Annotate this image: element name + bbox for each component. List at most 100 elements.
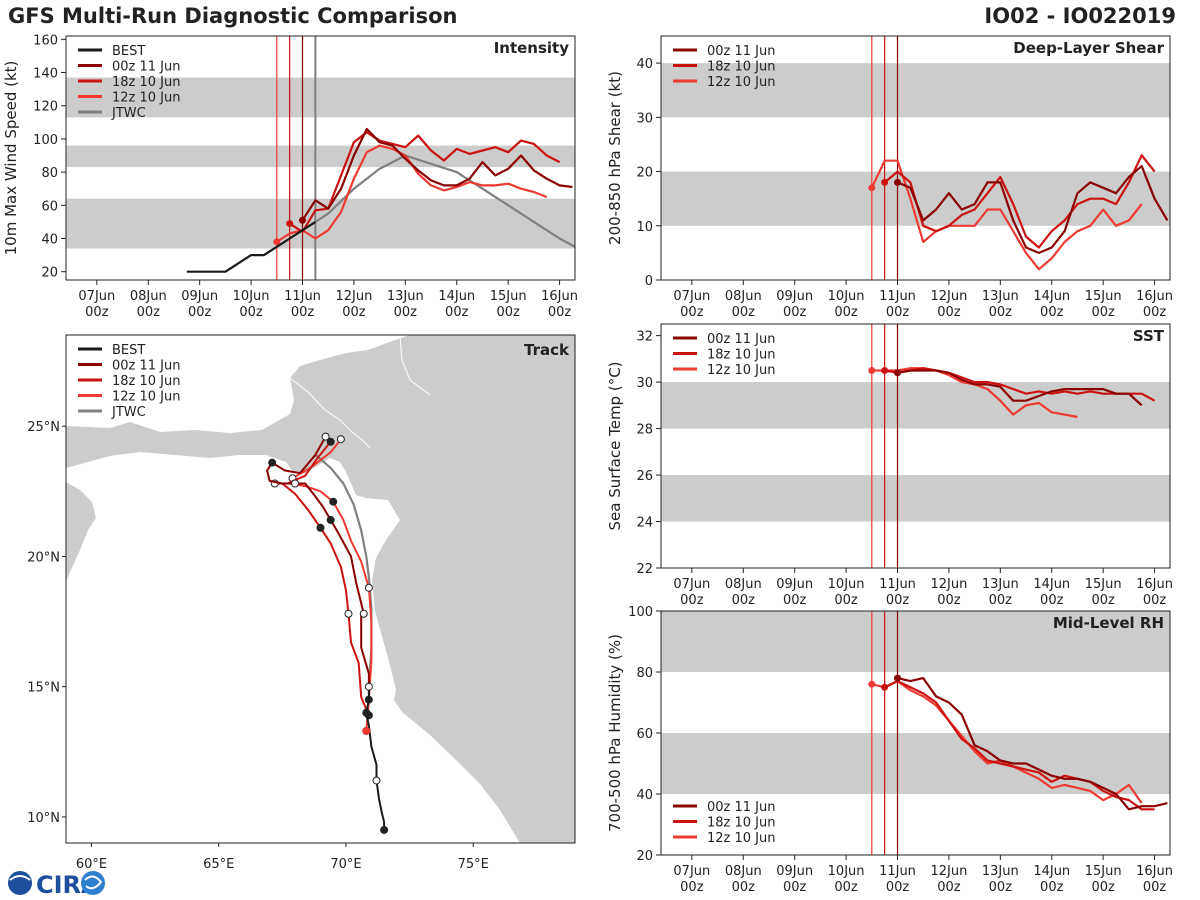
rh-x-ticks: 07Jun00z08Jun00z09Jun00z10Jun00z11Jun00z…: [673, 855, 1173, 895]
rh-xtick-hour: 00z: [886, 880, 910, 895]
track-lines: [266, 432, 389, 834]
track-legend-label: BEST: [112, 343, 145, 358]
rh-xtick-hour: 00z: [680, 880, 704, 895]
shear-xtick-day: 14Jun: [1033, 289, 1070, 304]
land-africa-horn: [66, 482, 96, 582]
shear-ytick-label: 30: [636, 111, 653, 126]
shear-series-line: [870, 159, 1143, 271]
shear-ytick-label: 20: [636, 166, 653, 181]
intensity-xtick-hour: 00z: [394, 305, 418, 320]
rh-xtick-day: 11Jun: [879, 864, 916, 879]
sst-title: SST: [1133, 327, 1165, 345]
sst-ytick-label: 24: [636, 516, 653, 531]
intensity-xtick-hour: 00z: [342, 305, 366, 320]
shear-band: [661, 63, 1170, 118]
shear-series-line: [883, 154, 1156, 249]
shear-xtick-hour: 00z: [732, 305, 756, 320]
intensity-series-line: [186, 220, 316, 273]
sst-xtick-hour: 00z: [989, 593, 1013, 608]
intensity-series-start-point: [273, 238, 281, 246]
intensity-xtick-hour: 00z: [445, 305, 469, 320]
intensity-xtick-day: 12Jun: [335, 289, 372, 304]
sst-xtick-hour: 00z: [680, 593, 704, 608]
track-line: [365, 686, 386, 830]
rh-ytick-label: 100: [628, 605, 653, 620]
track-xtick-label: 70°E: [330, 857, 361, 872]
shear-series-start-point: [881, 178, 889, 186]
land-kathiawar: [300, 488, 346, 536]
sst-x-ticks: 07Jun00z08Jun00z09Jun00z10Jun00z11Jun00z…: [673, 568, 1173, 608]
sst-xtick-hour: 00z: [1091, 593, 1115, 608]
rh-legend-label: 18z 10 Jun: [707, 816, 776, 831]
shear-xtick-day: 15Jun: [1085, 289, 1122, 304]
track-xtick-label: 60°E: [76, 857, 107, 872]
intensity-legend-label: BEST: [112, 44, 145, 59]
rh-legend-label: 12z 10 Jun: [707, 831, 776, 846]
sst-y-ticks: 22 24 26 28 30 32: [636, 330, 661, 577]
rh-ylabel: 700-500 hPa Humidity (%): [606, 634, 624, 832]
track-y-ticks: 10°N 15°N 20°N 25°N: [27, 420, 66, 826]
rh-series-start-point: [868, 680, 876, 688]
shear-xtick-day: 07Jun: [673, 289, 710, 304]
track-legend-label: 18z 10 Jun: [112, 374, 181, 389]
track-point: [364, 583, 373, 592]
intensity-legend-label: JTWC: [111, 106, 146, 121]
intensity-ytick-label: 60: [41, 199, 58, 214]
track-xtick-label: 75°E: [458, 857, 489, 872]
intensity-band: [66, 145, 575, 168]
intensity-xtick-hour: 00z: [137, 305, 161, 320]
shear-title: Deep-Layer Shear: [1013, 39, 1164, 57]
track-ytick-label: 15°N: [27, 681, 60, 696]
rh-xtick-hour: 00z: [937, 880, 961, 895]
track-ytick-label: 10°N: [27, 811, 60, 826]
rh-series: [868, 674, 1168, 811]
track-point: [344, 609, 353, 618]
track-point: [291, 479, 300, 488]
intensity-legend-label: 18z 10 Jun: [112, 75, 181, 90]
intensity-y-ticks: 20 40 60 80 100 120 140 160: [33, 33, 66, 281]
intensity-x-ticks: 07Jun00z08Jun00z09Jun00z10Jun00z11Jun00z…: [78, 280, 578, 320]
shear-y-ticks: 0 10 20 30 40: [636, 57, 661, 289]
intensity-legend-label: 12z 10 Jun: [112, 91, 181, 106]
sst-init-lines: [871, 324, 899, 568]
shear-xtick-day: 11Jun: [879, 289, 916, 304]
intensity-ytick-label: 100: [33, 133, 58, 148]
sst-series-line: [897, 369, 1143, 407]
rh-title: Mid-Level RH: [1053, 614, 1164, 632]
track-ytick-label: 20°N: [27, 550, 60, 565]
sst-series-start-point: [868, 366, 876, 374]
shear-xtick-day: 12Jun: [930, 289, 967, 304]
shear-xtick-hour: 00z: [937, 305, 961, 320]
cira-logo: CIRA: [8, 871, 105, 899]
intensity-ytick-label: 160: [33, 33, 58, 48]
cira-globe-icon: [8, 871, 32, 895]
figure-title: GFS Multi-Run Diagnostic Comparison: [8, 4, 458, 28]
shear-series-line: [897, 165, 1169, 254]
intensity-xtick-hour: 00z: [85, 305, 109, 320]
land-sri-lanka: [545, 800, 575, 843]
intensity-ytick-label: 140: [33, 67, 58, 82]
sst-series: [868, 366, 1156, 419]
sst-xtick-day: 15Jun: [1085, 577, 1122, 592]
shear-xtick-day: 13Jun: [982, 289, 1019, 304]
sst-series-start-point: [881, 366, 889, 374]
track-point: [364, 682, 373, 691]
rh-xtick-day: 07Jun: [673, 864, 710, 879]
rh-series-line: [884, 679, 1155, 811]
intensity-band: [66, 198, 575, 249]
shear-series-start-point: [868, 184, 876, 192]
track-point: [359, 609, 368, 618]
track-point: [326, 515, 335, 524]
shear-x-ticks: 07Jun00z08Jun00z09Jun00z10Jun00z11Jun00z…: [673, 280, 1173, 320]
track-point: [321, 432, 330, 441]
rh-ytick-label: 20: [636, 849, 653, 864]
rh-bands: [661, 611, 1170, 794]
shear-series-start-point: [894, 178, 902, 186]
shear-xtick-hour: 00z: [834, 305, 858, 320]
sst-xtick-day: 08Jun: [725, 577, 762, 592]
rh-xtick-hour: 00z: [783, 880, 807, 895]
sst-xtick-hour: 00z: [834, 593, 858, 608]
